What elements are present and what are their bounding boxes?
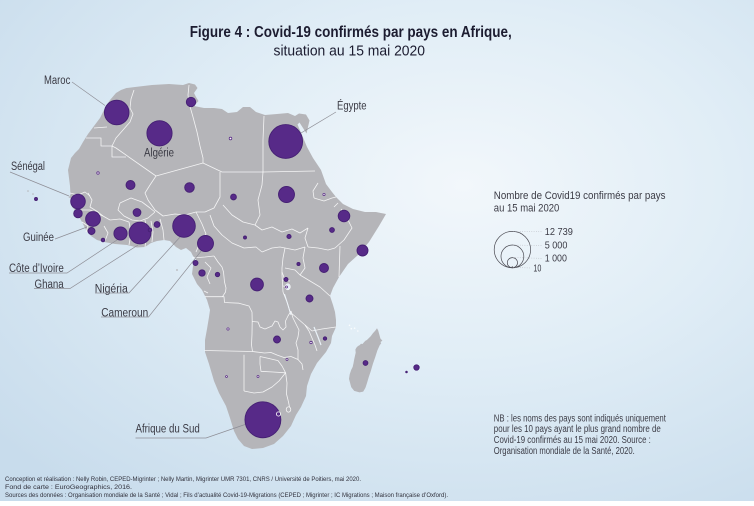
svg-text:1 000: 1 000 xyxy=(545,253,567,265)
svg-text:10: 10 xyxy=(533,262,541,274)
svg-text:Guinée: Guinée xyxy=(23,232,54,244)
svg-text:Cameroun: Cameroun xyxy=(101,308,148,320)
svg-text:Algérie: Algérie xyxy=(144,148,174,160)
svg-text:Sénégal: Sénégal xyxy=(11,161,45,173)
svg-text:Covid-19 confirmés au 15 mai 2: Covid-19 confirmés au 15 mai 2020. Sourc… xyxy=(494,435,651,446)
svg-text:Organisation mondiale de la Sa: Organisation mondiale de la Santé, 2020. xyxy=(494,446,635,457)
svg-text:Conception et réalisation : Ne: Conception et réalisation : Nelly Robin,… xyxy=(5,477,361,483)
svg-text:Sources des données : Organisa: Sources des données : Organisation mondi… xyxy=(5,493,448,499)
svg-text:NB : les noms des pays sont in: NB : les noms des pays sont indiqués uni… xyxy=(494,413,666,424)
svg-text:au 15 mai 2020: au 15 mai 2020 xyxy=(494,203,560,215)
svg-text:Côte d’Ivoire: Côte d’Ivoire xyxy=(9,263,64,275)
svg-text:Maroc: Maroc xyxy=(44,75,71,87)
svg-text:Fond de carte : EuroGeographic: Fond de carte : EuroGeographics, 2016. xyxy=(5,485,132,491)
svg-text:Égypte: Égypte xyxy=(337,100,367,113)
svg-text:situation au 15 mai 2020: situation au 15 mai 2020 xyxy=(274,43,426,59)
svg-text:Ghana: Ghana xyxy=(35,279,65,291)
svg-text:5 000: 5 000 xyxy=(545,240,568,252)
svg-text:Nigéria: Nigéria xyxy=(95,284,129,296)
svg-text:Afrique du Sud: Afrique du Sud xyxy=(136,423,200,435)
svg-text:Nombre de Covid19 confirmés pa: Nombre de Covid19 confirmés par pays xyxy=(494,190,666,202)
svg-text:pour les 10 pays ayant le plus: pour les 10 pays ayant le plus grand nom… xyxy=(494,424,661,435)
svg-text:12 739: 12 739 xyxy=(545,226,573,238)
svg-text:Figure 4 : Covid-19 confirmés: Figure 4 : Covid-19 confirmés par pays e… xyxy=(190,24,512,41)
